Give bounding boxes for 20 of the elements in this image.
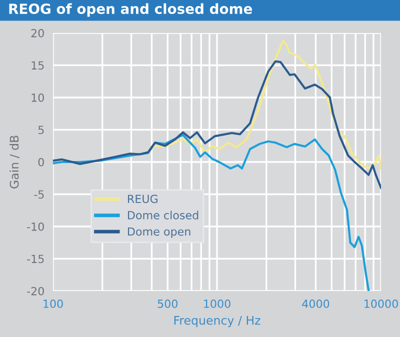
x-tick-label: 500 <box>158 300 178 308</box>
chart-title: REOG of open and closed dome <box>9 3 252 17</box>
legend-label: REUG <box>128 194 158 204</box>
x-tick-label: 4000 <box>302 300 330 308</box>
legend-label: Dome open <box>128 227 190 238</box>
y-tick-label: -20 <box>27 286 44 296</box>
y-tick-label: 10 <box>32 93 44 102</box>
y-tick-label: 15 <box>32 61 44 70</box>
y-axis-title: Gain / dB <box>10 136 20 188</box>
y-tick-label: -5 <box>34 190 44 199</box>
x-tick-label: 10000 <box>364 300 398 308</box>
y-tick-label: 20 <box>31 28 44 38</box>
legend-label: Dome closed <box>128 210 198 220</box>
x-tick-label: 100 <box>44 300 63 308</box>
y-tick-label: 0 <box>38 158 44 166</box>
y-tick-label: -10 <box>27 222 44 231</box>
x-axis-title: Frequency / Hz <box>174 316 260 328</box>
y-tick-label: 5 <box>38 126 44 134</box>
y-tick-label: -15 <box>27 254 44 264</box>
x-tick-label: 1000 <box>204 300 230 308</box>
